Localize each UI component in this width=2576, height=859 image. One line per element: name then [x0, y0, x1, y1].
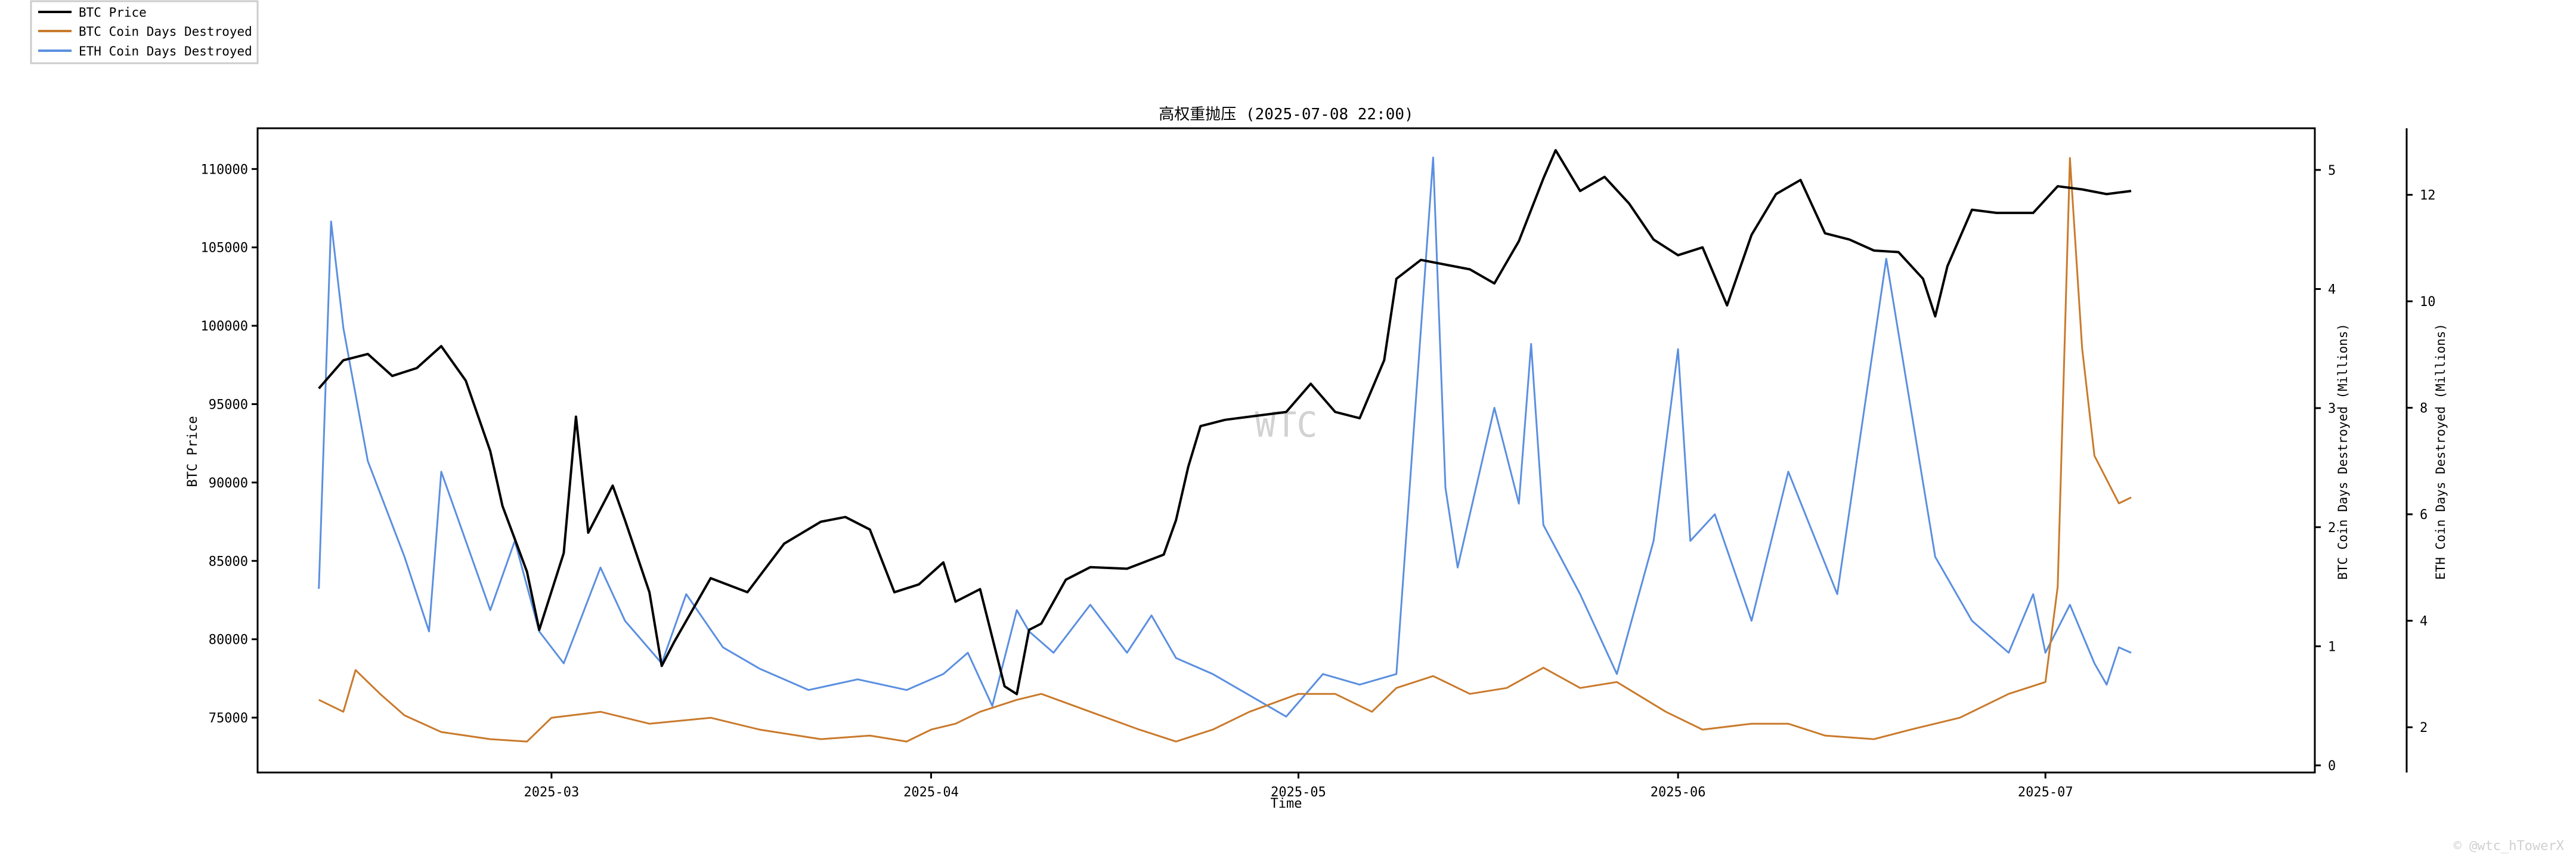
series-line-btc-price — [318, 149, 2132, 696]
y-axis-label-right2: ETH Coin Days Destroyed (Millions) — [2433, 323, 2448, 580]
x-tick-label: 2025-07 — [2018, 785, 2073, 800]
y-tick-label-right: 3 — [2328, 401, 2336, 416]
y-tick-label-right2: 12 — [2420, 189, 2436, 203]
legend-label-eth-cdd: ETH Coin Days Destroyed — [79, 44, 252, 58]
y-tick-label-left: 75000 — [209, 711, 248, 726]
x-tick-label: 2025-05 — [1271, 785, 1326, 800]
y-tick-label-left: 110000 — [201, 162, 248, 177]
y-tick-label-right2: 6 — [2420, 508, 2428, 523]
x-axis-ticks: 2025-03 2025-04 2025-05 2025-06 2025-07 — [524, 773, 2073, 800]
footer-watermark: © @wtc_hTowerX — [2454, 839, 2565, 854]
y-axis-left-ticks: 75000 80000 85000 90000 95000 100000 105000 110… — [201, 162, 258, 726]
y-tick-label-right: 0 — [2328, 759, 2336, 774]
x-tick-label: 2025-06 — [1651, 785, 1706, 800]
y-tick-label-right2: 2 — [2420, 721, 2428, 736]
y-tick-label-right2: 8 — [2420, 401, 2428, 416]
x-tick-label: 2025-03 — [524, 785, 579, 800]
y-tick-label-right: 5 — [2328, 163, 2336, 178]
y-axis-right-ticks: 0 1 2 3 4 5 — [2315, 163, 2336, 774]
legend-label-btc-cdd: BTC Coin Days Destroyed — [79, 24, 252, 39]
legend-label-btc-price: BTC Price — [79, 5, 147, 20]
chart-title: 高权重抛压 (2025-07-08 22:00) — [1159, 106, 1413, 123]
y-tick-label-right: 4 — [2328, 283, 2336, 298]
y-axis-right2-ticks: 2 4 6 8 10 12 — [2407, 189, 2436, 736]
y-tick-label-right2: 10 — [2420, 295, 2436, 310]
plot-frame — [256, 127, 2316, 774]
y-tick-label-left: 95000 — [209, 397, 248, 412]
x-axis-label: Time — [1271, 796, 1302, 811]
y-tick-label-right: 2 — [2328, 521, 2336, 536]
series-lines — [318, 149, 2132, 743]
y-tick-label-left: 100000 — [201, 319, 248, 334]
series-line-btc-coin-days-destroyed — [318, 157, 2132, 743]
y-tick-label-right: 1 — [2328, 639, 2336, 654]
y-axis-label-right: BTC Coin Days Destroyed (Millions) — [2336, 323, 2350, 580]
y-tick-label-left: 80000 — [209, 633, 248, 648]
legend: BTC Price BTC Coin Days Destroyed ETH Co… — [30, 0, 259, 64]
y-tick-label-left: 85000 — [209, 554, 248, 569]
y-tick-label-left: 105000 — [201, 241, 248, 256]
y-tick-label-right2: 4 — [2420, 614, 2428, 629]
series-line-eth-coin-days-destroyed — [318, 156, 2132, 718]
x-tick-label: 2025-04 — [903, 785, 959, 800]
y-tick-label-left: 90000 — [209, 476, 248, 491]
y-axis-label-left: BTC Price — [185, 416, 200, 487]
